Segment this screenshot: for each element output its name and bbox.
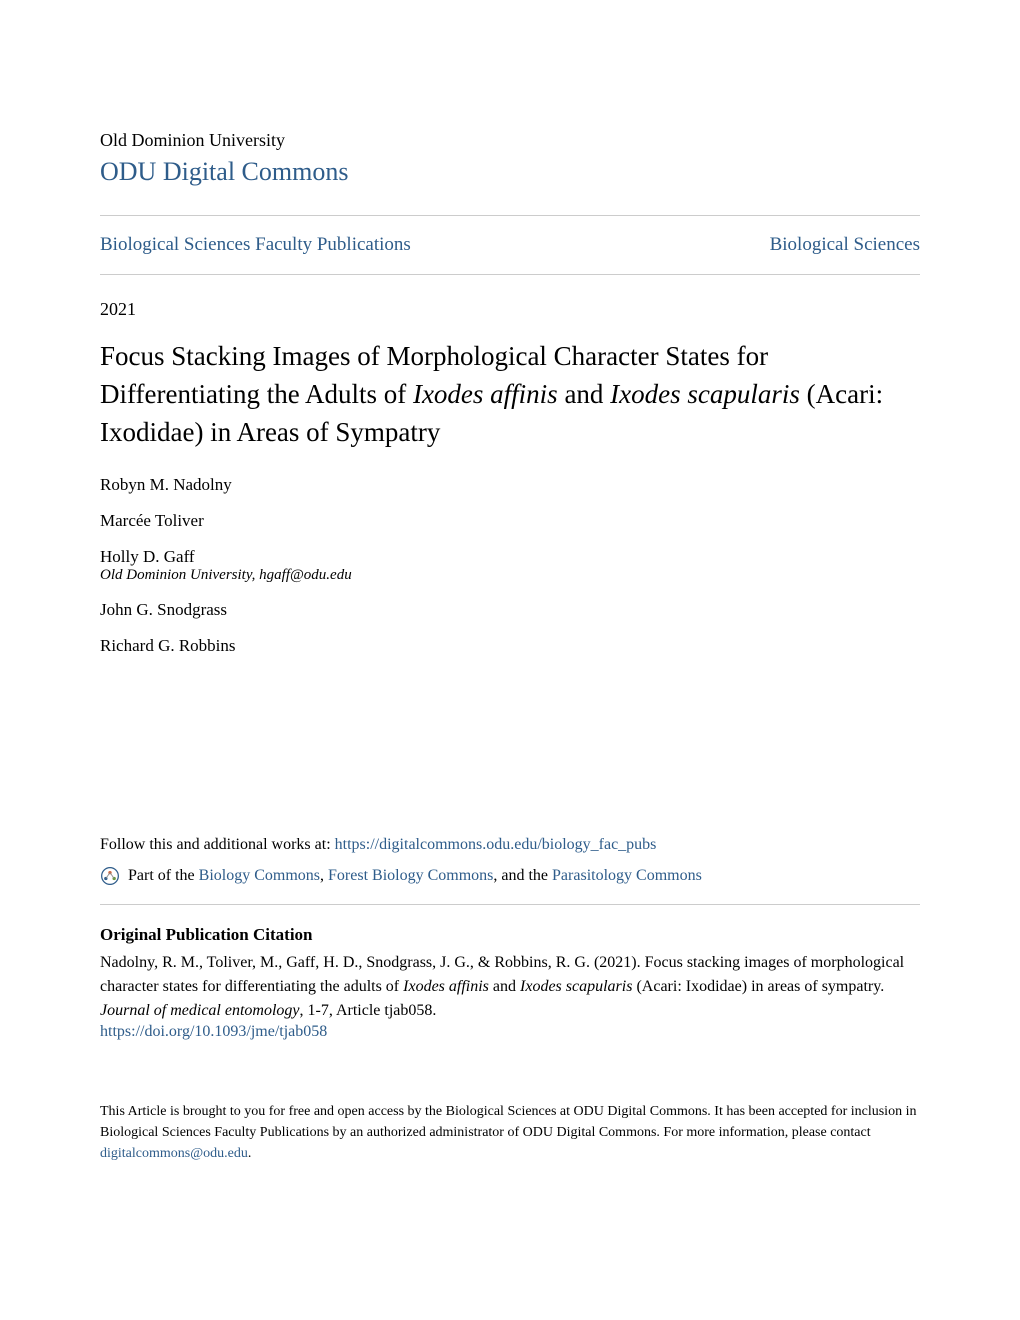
author-block: Richard G. Robbins [100,636,920,656]
title-part2: and [558,379,610,409]
title-italic1: Ixodes affinis [413,379,558,409]
follow-prefix: Follow this and additional works at: [100,836,335,853]
citation-part2: and [489,978,520,995]
doi-link[interactable]: https://doi.org/10.1093/jme/tjab058 [100,1023,920,1041]
repository-title[interactable]: ODU Digital Commons [100,157,920,187]
network-commons-icon [100,866,120,886]
author-block: Holly D. Gaff Old Dominion University, h… [100,547,920,584]
follow-url-link[interactable]: https://digitalcommons.odu.edu/biology_f… [335,836,657,853]
title-italic2: Ixodes scapularis [610,379,800,409]
footer-part2: . [248,1146,252,1161]
partof-sep1: , [320,867,328,884]
divider-citation [100,904,920,905]
publication-year: 2021 [100,299,920,320]
commons-link-forest[interactable]: Forest Biology Commons [328,867,493,884]
citation-italic3: Journal of medical entomology [100,1002,300,1019]
header: Old Dominion University ODU Digital Comm… [100,130,920,187]
author-name: Marcée Toliver [100,511,920,531]
commons-link-biology[interactable]: Biology Commons [199,867,320,884]
author-affil-text: Old Dominion University, hgaff@odu.edu [100,567,352,583]
article-title: Focus Stacking Images of Morphological C… [100,338,920,451]
author-name: Robyn M. Nadolny [100,475,920,495]
author-name: John G. Snodgrass [100,600,920,620]
nav-collection-link[interactable]: Biological Sciences Faculty Publications [100,234,411,256]
citation-italic1: Ixodes affinis [403,978,489,995]
citation-italic2: Ixodes scapularis [520,978,632,995]
partof-prefix: Part of the [128,867,199,884]
divider-nav [100,274,920,275]
partof-sep2: , and the [493,867,552,884]
footer-email-link[interactable]: digitalcommons@odu.edu [100,1146,248,1161]
footer-part1: This Article is brought to you for free … [100,1104,916,1140]
author-name: Richard G. Robbins [100,636,920,656]
author-block: Robyn M. Nadolny [100,475,920,495]
nav-department-link[interactable]: Biological Sciences [770,234,920,256]
author-affiliation: Old Dominion University, hgaff@odu.edu [100,567,920,584]
citation-text: Nadolny, R. M., Toliver, M., Gaff, H. D.… [100,951,920,1023]
partof-row: Part of the Biology Commons, Forest Biol… [100,866,920,886]
citation-part3: (Acari: Ixodidae) in areas of sympatry. [632,978,884,995]
footer-text: This Article is brought to you for free … [100,1101,920,1164]
follow-section: Follow this and additional works at: htt… [100,836,920,854]
citation-part4: , 1-7, Article tjab058. [300,1002,437,1019]
author-block: Marcée Toliver [100,511,920,531]
partof-text: Part of the Biology Commons, Forest Biol… [128,867,702,885]
university-name: Old Dominion University [100,130,920,151]
author-name: Holly D. Gaff [100,547,920,567]
authors-list: Robyn M. Nadolny Marcée Toliver Holly D.… [100,475,920,656]
nav-row: Biological Sciences Faculty Publications… [100,216,920,274]
author-block: John G. Snodgrass [100,600,920,620]
commons-link-parasitology[interactable]: Parasitology Commons [552,867,702,884]
citation-heading: Original Publication Citation [100,925,920,945]
